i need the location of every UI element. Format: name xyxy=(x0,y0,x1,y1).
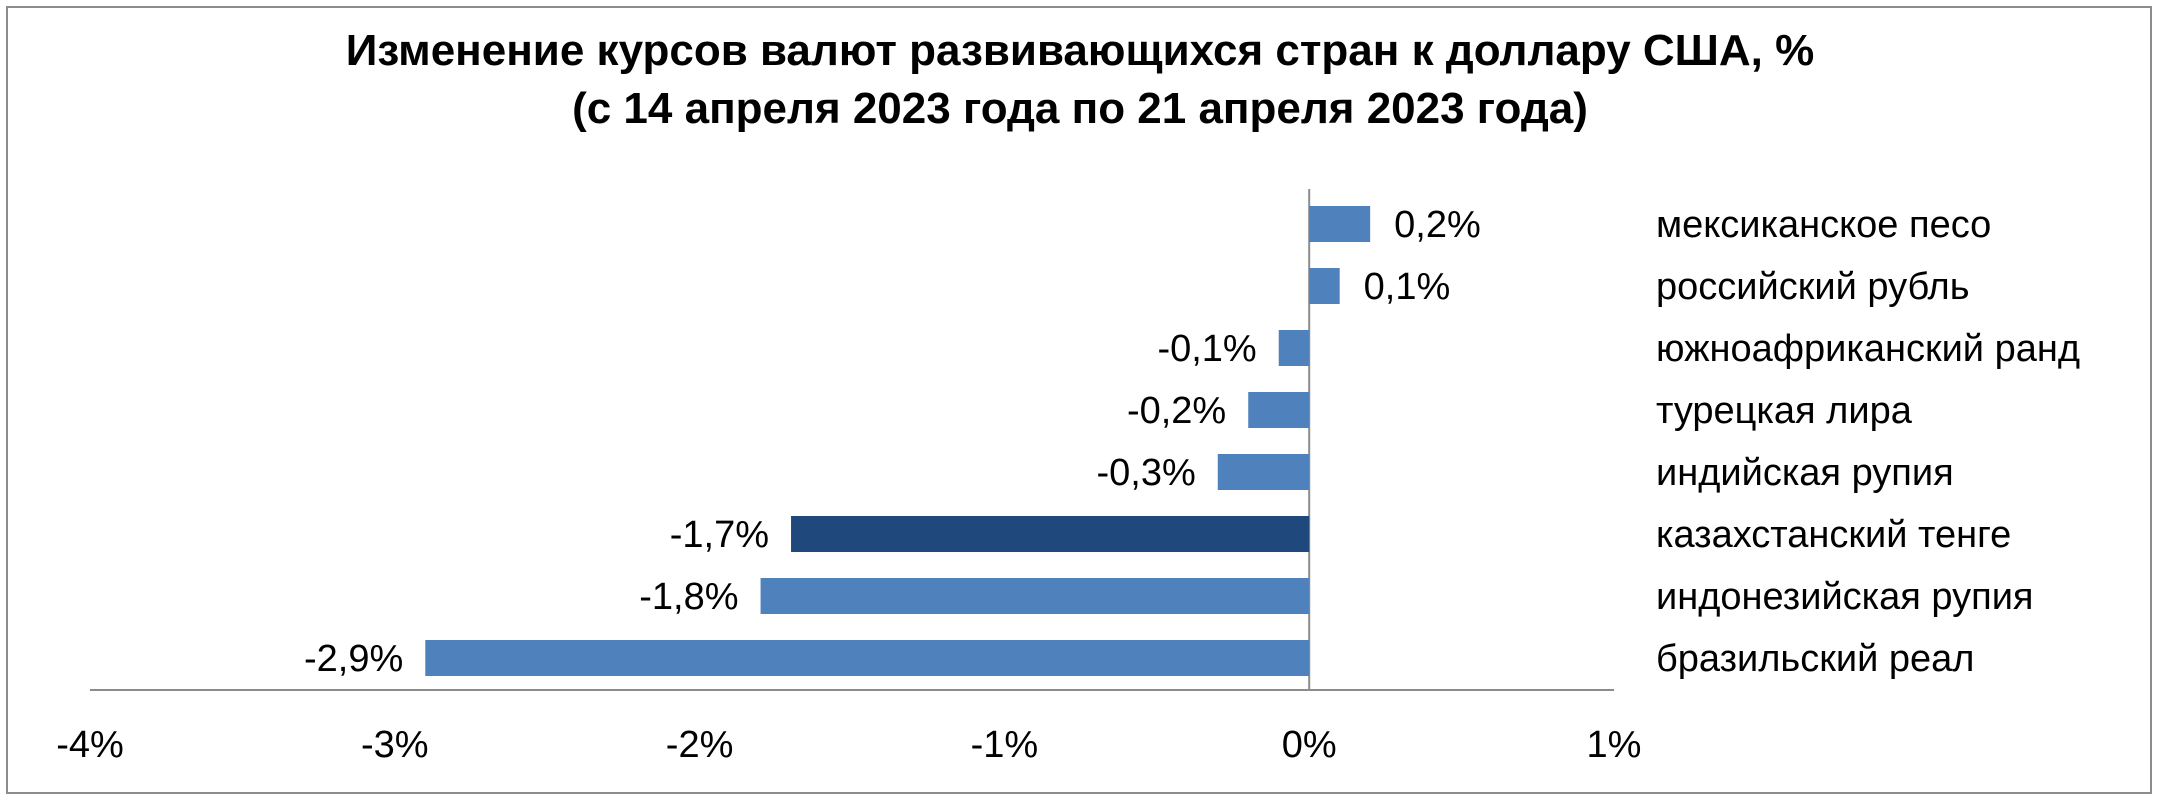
data-label: -2,9% xyxy=(304,638,403,680)
bar-4 xyxy=(1248,392,1310,428)
bar-1 xyxy=(1309,206,1371,242)
category-label: индийская рупия xyxy=(1656,452,1954,494)
x-tick-label: -2% xyxy=(666,724,734,766)
x-tick-label: 1% xyxy=(1587,724,1642,766)
data-label: 0,1% xyxy=(1364,266,1451,308)
bar-3 xyxy=(1278,330,1310,366)
data-label: -1,7% xyxy=(670,514,769,556)
chart-title: Изменение курсов валют развивающихся стр… xyxy=(345,26,1815,75)
category-label: индонезийская рупия xyxy=(1656,576,2034,618)
bar-6 xyxy=(791,516,1310,552)
category-label: казахстанский тенге xyxy=(1656,514,2011,556)
data-label: -0,3% xyxy=(1096,452,1195,494)
data-label: -0,1% xyxy=(1157,328,1256,370)
chart-title-block: Изменение курсов валют развивающихся стр… xyxy=(0,22,2160,138)
data-label: -1,8% xyxy=(639,576,738,618)
x-tick-label: -4% xyxy=(56,724,124,766)
data-label: -0,2% xyxy=(1127,390,1226,432)
category-label: турецкая лира xyxy=(1656,390,1913,432)
x-tick-label: 0% xyxy=(1282,724,1337,766)
category-label: мексиканское песо xyxy=(1656,204,1991,246)
bar-7 xyxy=(760,578,1310,614)
bar-5 xyxy=(1217,454,1310,490)
category-label: южноафриканский ранд xyxy=(1656,328,2080,370)
category-label: бразильский реал xyxy=(1656,638,1974,680)
bar-8 xyxy=(425,640,1310,676)
chart-subtitle: (с 14 апреля 2023 года по 21 апреля 2023… xyxy=(572,84,1588,133)
category-label: российский рубль xyxy=(1656,266,1970,308)
data-label: 0,2% xyxy=(1394,204,1481,246)
bar-2 xyxy=(1309,268,1340,304)
x-tick-label: -3% xyxy=(361,724,429,766)
x-tick-label: -1% xyxy=(971,724,1039,766)
